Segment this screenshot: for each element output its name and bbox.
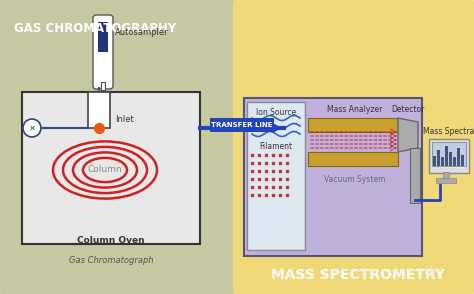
Bar [247,102,305,250]
Bar [437,150,440,166]
Text: Ion Source: Ion Source [256,108,296,117]
Bar [457,148,460,166]
Bar [308,152,398,166]
Text: Inlet: Inlet [115,116,134,124]
Bar [88,92,110,128]
Text: Filament: Filament [259,142,292,151]
FancyBboxPatch shape [233,0,474,294]
Bar [22,92,200,244]
FancyBboxPatch shape [0,0,237,294]
Bar [433,156,436,166]
Text: Detector: Detector [392,105,425,114]
Text: TRANSFER LINE: TRANSFER LINE [211,122,273,128]
FancyBboxPatch shape [429,139,469,173]
Text: Column: Column [88,166,122,175]
Text: GAS CHROMATOGRAPHY: GAS CHROMATOGRAPHY [14,22,176,35]
Bar [449,152,452,166]
Bar [443,172,449,178]
Bar [98,22,108,52]
Text: MASS SPECTROMETRY: MASS SPECTROMETRY [271,268,445,282]
Bar [453,157,456,166]
Bar [445,146,448,166]
Circle shape [23,119,41,137]
Polygon shape [398,118,418,152]
Bar [410,148,420,203]
Bar [244,98,422,256]
Text: Autosampler: Autosampler [115,28,169,37]
Text: Vacuum System: Vacuum System [324,175,386,184]
Bar [441,157,444,166]
Text: ✕: ✕ [28,123,36,133]
Text: Column Oven: Column Oven [77,236,145,245]
Text: Gas Chromatograph: Gas Chromatograph [69,256,153,265]
Text: Mass Spectra: Mass Spectra [423,127,474,136]
Bar [210,118,274,132]
Bar [308,118,398,132]
Bar [101,82,105,90]
Text: Mass Analyzer: Mass Analyzer [328,105,383,114]
Bar [432,142,466,166]
Bar [436,178,456,183]
FancyBboxPatch shape [93,15,113,89]
Bar [461,155,464,166]
